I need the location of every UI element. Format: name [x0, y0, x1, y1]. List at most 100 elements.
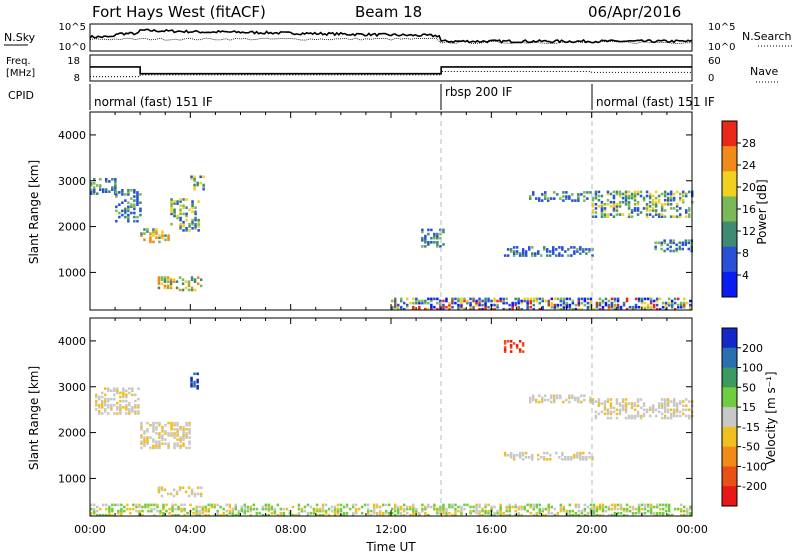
power-cell-9 — [651, 203, 655, 206]
power-cell-11 — [622, 303, 626, 307]
velocity-cell-1 — [155, 421, 158, 425]
velocity-cell-0 — [98, 403, 101, 407]
velocity-cell-8 — [342, 511, 346, 515]
power-cell-5 — [181, 278, 185, 281]
power-cell-11 — [502, 307, 505, 311]
velocity-cell-6 — [663, 406, 667, 410]
velocity-cell-6 — [603, 400, 607, 403]
velocity-cell-6 — [657, 402, 661, 405]
velocity-cell-8 — [481, 509, 484, 513]
power-cell-9 — [679, 215, 682, 218]
velocity-cell-8 — [604, 509, 608, 513]
velocity-cell-6 — [672, 404, 676, 407]
velocity-cell-8 — [529, 503, 532, 507]
velocity-cell-3 — [163, 488, 167, 492]
power-cell-7 — [558, 246, 561, 249]
velocity-cell-7 — [531, 453, 534, 457]
power-cell-11 — [646, 305, 650, 309]
power-colorbar-label-0: 4 — [742, 269, 749, 282]
velocity-cell-8 — [613, 505, 617, 509]
velocity-cell-0 — [122, 399, 125, 403]
power-cell-11 — [610, 303, 614, 307]
velocity-cell-8 — [159, 511, 162, 515]
power-cell-0 — [90, 182, 93, 185]
power-cell-8 — [529, 195, 532, 198]
power-cell-1 — [139, 201, 142, 204]
velocity-cell-8 — [240, 507, 243, 511]
power-cell-1 — [127, 201, 130, 204]
velocity-cell-8 — [204, 507, 207, 511]
velocity-cell-1 — [143, 444, 146, 448]
velocity-cell-0 — [113, 397, 116, 401]
velocity-cell-5 — [538, 400, 541, 404]
velocity-cell-8 — [499, 513, 502, 517]
power-cell-1 — [130, 203, 133, 206]
velocity-cell-8 — [451, 503, 454, 507]
power-cell-11 — [562, 297, 566, 301]
velocity-cell-1 — [152, 430, 155, 433]
velocity-cell-8 — [369, 509, 373, 513]
velocity-cell-8 — [592, 513, 596, 517]
velocity-cell-8 — [267, 513, 271, 517]
velocity-cell-4 — [509, 340, 513, 343]
power-cell-3 — [185, 198, 188, 201]
velocity-cell-8 — [686, 511, 689, 515]
velocity-cell-1 — [185, 423, 188, 427]
velocity-cell-0 — [131, 410, 134, 413]
velocity-cell-8 — [189, 503, 192, 507]
power-cell-3 — [179, 200, 182, 203]
power-cell-10 — [681, 243, 684, 247]
power-cell-11 — [511, 307, 514, 311]
velocity-cell-0 — [113, 403, 116, 407]
velocity-cell-8 — [541, 507, 544, 511]
velocity-cell-8 — [643, 507, 647, 511]
power-cell-4 — [196, 183, 199, 187]
velocity-cell-5 — [532, 396, 535, 400]
power-cell-1 — [133, 191, 136, 194]
power-cell-11 — [514, 303, 517, 307]
power-cell-1 — [124, 193, 127, 196]
power-cell-9 — [651, 198, 655, 202]
power-ytick-label-0: 1000 — [58, 266, 86, 279]
power-cell-5 — [157, 280, 161, 283]
velocity-cell-6 — [675, 406, 679, 410]
power-cell-11 — [496, 299, 499, 303]
power-cell-11 — [427, 307, 430, 311]
velocity-cell-8 — [111, 509, 114, 513]
power-cell-5 — [196, 282, 200, 286]
velocity-cell-0 — [137, 410, 140, 413]
power-cell-9 — [591, 205, 595, 208]
power-cell-11 — [493, 297, 496, 301]
power-cell-7 — [543, 248, 546, 251]
velocity-cell-8 — [412, 513, 415, 517]
power-cell-11 — [655, 299, 659, 303]
power-cell-9 — [685, 215, 688, 218]
velocity-cell-8 — [451, 505, 454, 509]
power-cell-9 — [651, 194, 655, 198]
velocity-cell-8 — [580, 511, 584, 515]
power-cell-9 — [642, 198, 646, 202]
power-cell-11 — [577, 299, 581, 303]
power-cell-1 — [139, 193, 142, 196]
power-cell-0 — [93, 182, 96, 185]
velocity-cell-8 — [640, 503, 644, 507]
velocity-cell-7 — [515, 453, 519, 457]
velocity-cell-1 — [161, 430, 164, 433]
power-cell-7 — [521, 248, 525, 251]
velocity-cell-8 — [321, 505, 325, 509]
velocity-cell-8 — [222, 513, 225, 517]
power-cell-11 — [481, 303, 484, 307]
velocity-cell-6 — [672, 412, 676, 416]
velocity-cell-8 — [649, 511, 653, 515]
velocity-cell-7 — [576, 453, 579, 457]
power-cell-11 — [472, 305, 475, 309]
power-cell-6 — [421, 245, 424, 248]
power-cell-9 — [657, 198, 661, 202]
velocity-cell-8 — [288, 511, 292, 515]
power-cell-9 — [600, 209, 604, 212]
power-cell-9 — [612, 209, 616, 212]
power-cell-7 — [567, 254, 570, 257]
power-cell-0 — [105, 190, 108, 193]
velocity-cell-0 — [122, 406, 125, 409]
velocity-cell-8 — [514, 505, 517, 509]
